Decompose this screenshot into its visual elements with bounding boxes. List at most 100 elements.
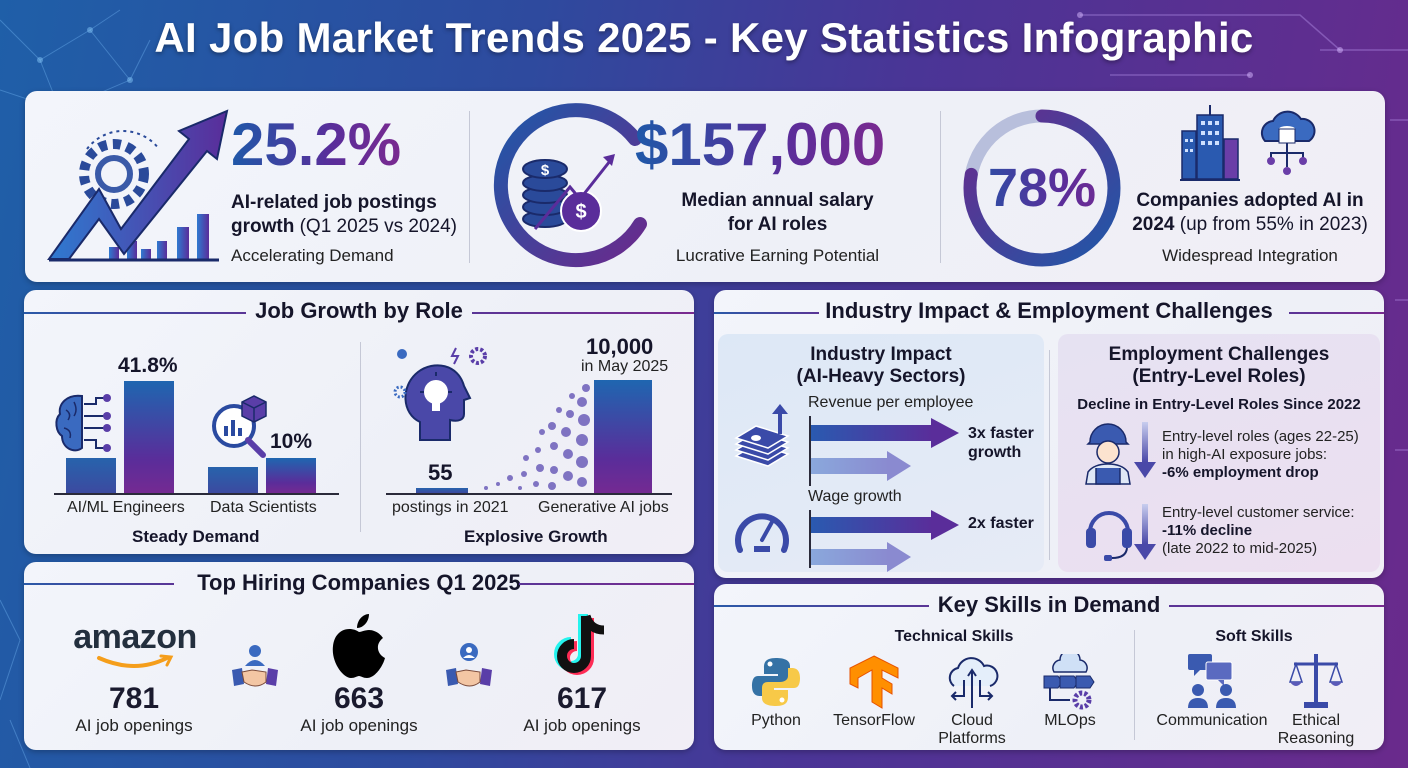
divider [940,111,941,263]
industry-impact-panel: Industry Impact (AI-Heavy Sectors) Reven… [718,334,1044,572]
ai-adoption-description: Companies adopted AI in 2024 (up from 55… [1132,190,1368,235]
wage-result: 2x faster [968,515,1034,532]
revenue-label: Revenue per employee [808,394,974,411]
revenue-baseline-arrow [811,451,911,481]
money-coins-icon: $ $ [493,103,647,268]
genai-2025-label: Generative AI jobs [538,499,669,516]
key-stats-card: 25.2% AI-related job postings growth (Q1… [25,91,1385,282]
postings-growth-subtitle: Accelerating Demand [231,246,394,265]
bar-ai-ml-baseline [66,458,116,493]
genai-2025-value: 10,000 [586,334,654,359]
handshake-recruit-icon [232,645,278,687]
amazon-smile-icon [97,654,174,668]
headset-icon [1086,511,1132,561]
bar-data-sci-growth [266,458,316,493]
bar-genai-2021 [416,488,468,493]
tiktok-logo [554,614,605,675]
axis-line [386,493,672,495]
section-line-left [714,605,929,607]
postings-growth-description: AI-related job postings growth (Q1 2025 … [231,192,457,237]
ai-adoption-value: 78% [957,161,1127,215]
section-line-right [1289,312,1384,314]
mlops-pipeline-icon [1043,654,1095,710]
industry-impact-heading: Industry Impact (AI-Heavy Sectors) [796,344,966,387]
technical-skills-heading: Technical Skills [894,628,1014,645]
genai-2021-value: 55 [428,460,453,485]
wage-baseline-arrow [811,542,911,572]
axis-line [809,510,811,568]
genai-2025-sublabel: in May 2025 [581,358,669,375]
wage-label: Wage growth [808,488,902,505]
soft-skills-heading: Soft Skills [1215,628,1293,645]
data-analysis-magnifier-icon [212,395,267,458]
median-salary-subtitle: Lucrative Earning Potential [675,246,880,265]
job-growth-title: Job Growth by Role [255,298,463,323]
divider [360,342,361,532]
axis-line [809,416,811,486]
employment-challenges-panel: Employment Challenges (Entry-Level Roles… [1058,334,1380,572]
steady-demand-caption: Steady Demand [132,527,260,546]
ethics-scale-icon [1288,654,1344,708]
key-skills-title: Key Skills in Demand [937,592,1161,617]
tiktok-openings-label: AI job openings [523,716,641,735]
apple-openings-label: AI job openings [300,716,418,735]
brain-circuit-icon [55,394,111,452]
growth-arrow-gear-icon [47,109,229,262]
wage-ai-arrow [811,510,961,540]
python-icon [752,658,800,706]
svg-text:$: $ [575,201,586,223]
explosive-growth-caption: Explosive Growth [464,527,608,546]
entry-level-stat: Entry-level roles (ages 22-25) in high-A… [1162,428,1359,481]
industry-impact-card: Industry Impact & Employment Challenges … [714,290,1384,578]
skill-ethical-reasoning: Ethical Reasoning [1277,712,1355,747]
amazon-openings-value: 781 [108,682,160,715]
page-title: AI Job Market Trends 2025 - Key Statisti… [154,14,1254,61]
tiktok-openings-value: 617 [556,682,608,715]
section-line-left [24,583,174,585]
bar-genai-2025 [594,380,652,493]
money-stack-icon [734,404,790,467]
decline-arrow-2 [1142,504,1148,544]
worker-hardhat-icon [1085,423,1131,485]
genai-2021-label: postings in 2021 [392,499,509,516]
axis-line [54,493,339,495]
divider [1049,350,1050,560]
tensorflow-icon [849,655,899,709]
decline-arrow-head-1 [1134,462,1156,478]
bar-data-sci-baseline [208,467,258,493]
data-sci-value-label: 10% [270,430,313,453]
ai-adoption-subtitle: Widespread Integration [1162,246,1338,265]
section-line-left [24,312,246,314]
cloud-platforms-icon [948,657,999,708]
postings-growth-value: 25.2% [231,111,402,178]
bar-ai-ml-growth [124,381,174,493]
adoption-ring-chart [963,109,1121,267]
revenue-ai-arrow [811,418,961,448]
skill-python: Python [751,712,801,729]
job-growth-card: Job Growth by Role 41.8% 10% AI/ML Engin… [24,290,694,554]
section-line-left [714,312,819,314]
revenue-result: 3x faster growth [968,425,1034,462]
svg-text:$: $ [541,162,550,179]
communication-icon [1188,654,1236,708]
head-lightbulb-icon [393,347,487,441]
particle-growth-decoration [484,384,590,490]
skill-tensorflow: TensorFlow [833,712,915,729]
ai-ml-value-label: 41.8% [118,354,178,377]
skill-cloud-platforms: Cloud Platforms [938,712,1006,747]
key-skills-card: Key Skills in Demand Technical Skills So… [714,584,1384,750]
top-companies-title: Top Hiring Companies Q1 2025 [197,570,521,595]
apple-logo [332,614,385,678]
amazon-logo: amazon [68,620,202,675]
data-sci-label: Data Scientists [210,499,317,516]
skill-communication: Communication [1156,712,1268,729]
ai-ml-label: AI/ML Engineers [67,499,185,516]
median-salary-value: $157,000 [635,111,886,178]
divider [469,111,470,263]
section-line-right [519,583,694,585]
buildings-cloud-icon [1180,105,1316,181]
customer-service-stat: Entry-level customer service: -11% decli… [1162,504,1355,557]
decline-subheading: Decline in Entry-Level Roles Since 2022 [1077,396,1361,413]
divider [1134,630,1135,740]
employment-challenges-heading: Employment Challenges (Entry-Level Roles… [1108,344,1330,387]
